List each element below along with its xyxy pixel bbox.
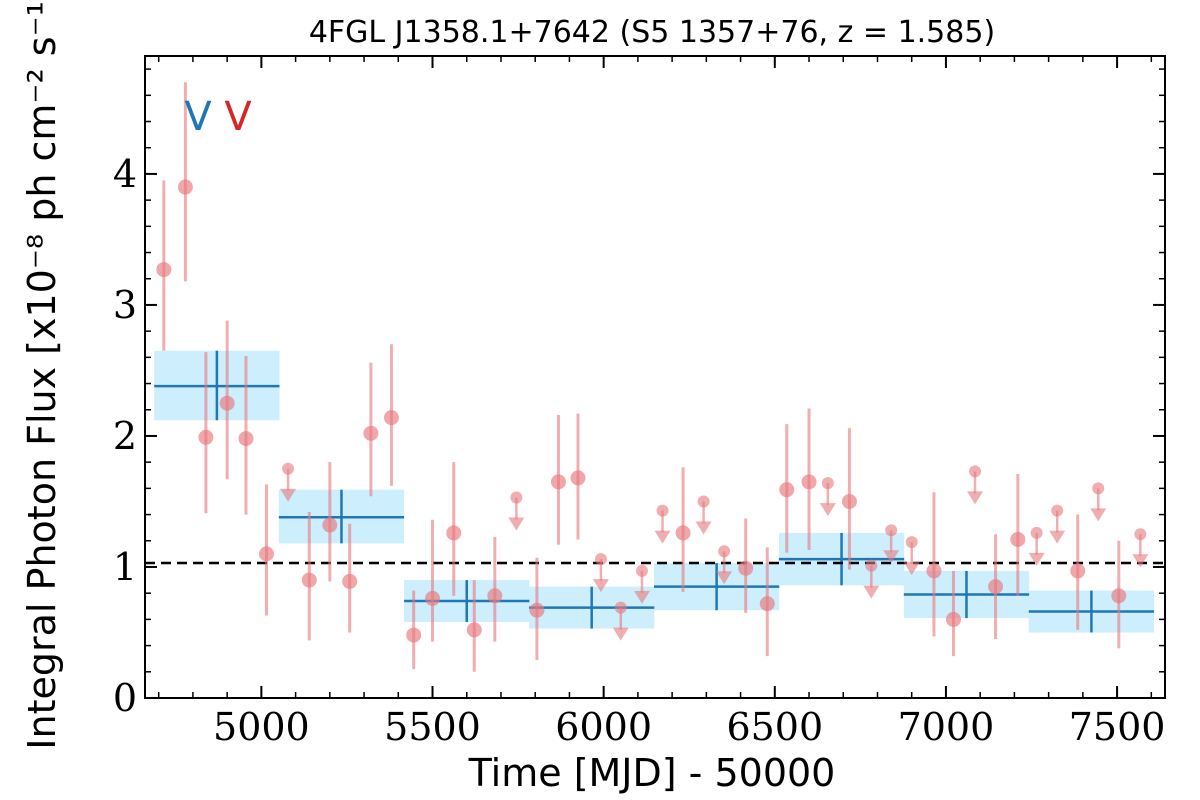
short-bin-point: [156, 262, 172, 278]
x-tick-label: 7000: [898, 705, 995, 749]
y-tick-label: 0: [113, 676, 137, 720]
short-bin-point: [550, 474, 566, 490]
short-bin-point: [466, 622, 482, 638]
upper-limit-arrow: [883, 550, 900, 564]
short-bin-point: [487, 588, 503, 604]
short-bin-point: [529, 602, 545, 618]
x-tick-label: 5500: [384, 705, 481, 749]
upper-limit-arrow: [695, 521, 712, 535]
short-bin-point: [988, 579, 1004, 595]
short-bin-point: [238, 431, 254, 447]
x-tick-label: 5000: [213, 705, 310, 749]
plot-frame: [144, 55, 1166, 699]
short-bin-point: [570, 470, 586, 486]
upper-limit-arrow: [1049, 530, 1066, 544]
upper-limit-arrow: [280, 488, 297, 502]
variability-flag: V: [224, 94, 252, 140]
short-bin-point: [945, 611, 961, 627]
y-tick-label: 1: [113, 545, 137, 589]
upper-limit-arrow: [508, 517, 525, 531]
upper-limit-arrow: [654, 530, 671, 544]
x-tick-label: 6500: [726, 705, 823, 749]
upper-limit-arrow: [612, 627, 629, 641]
y-tick-label: 4: [113, 152, 137, 196]
short-bin-point: [446, 525, 462, 541]
upper-limit-arrow: [1132, 554, 1149, 568]
upper-limit-arrow: [1028, 552, 1045, 566]
variability-flag: V: [184, 94, 212, 140]
upper-limit-arrow: [716, 571, 733, 585]
short-bin-point: [406, 627, 422, 643]
y-axis-label: Integral Photon Flux [x10⁻⁸ ph cm⁻² s⁻¹]: [20, 0, 64, 750]
upper-limit-arrow: [633, 590, 650, 604]
short-bin-point: [322, 517, 338, 533]
short-bin-point: [342, 573, 358, 589]
short-bin-point: [926, 563, 942, 579]
short-bin-point: [259, 546, 275, 562]
y-tick-label: 2: [113, 414, 137, 458]
short-bin-point: [383, 410, 399, 426]
short-bin-point: [1111, 588, 1127, 604]
chart-title: 4FGL J1358.1+7642 (S5 1357+76, z = 1.585…: [309, 15, 995, 50]
short-bin-point: [1010, 531, 1026, 547]
upper-limit-arrow: [967, 491, 984, 505]
x-tick-label: 7500: [1069, 705, 1166, 749]
short-bin-point: [779, 482, 795, 498]
upper-limit-arrow: [592, 579, 609, 593]
short-bin-point: [801, 474, 817, 490]
upper-limit-arrow: [1090, 508, 1107, 522]
short-bin-point: [363, 425, 379, 441]
x-tick-label: 6000: [555, 705, 652, 749]
short-bin-point: [425, 590, 441, 606]
short-bin-point: [738, 560, 754, 576]
upper-limit-arrow: [903, 562, 920, 576]
y-tick-label: 3: [113, 283, 137, 327]
short-bin-point: [219, 395, 235, 411]
upper-limit-arrow: [819, 503, 836, 517]
axes: 5000 5500 6000 6500 7000 7500 0 1 2 3 4: [113, 55, 1166, 749]
short-bin-point: [675, 525, 691, 541]
short-bin-point: [301, 572, 317, 588]
upper-limit-arrow: [863, 585, 880, 599]
short-bin-point: [1070, 563, 1086, 579]
short-bin-point: [198, 429, 214, 445]
short-bin-point: [841, 493, 857, 509]
short-bin-point: [759, 596, 775, 612]
x-axis-label: Time [MJD] - 50000: [468, 751, 836, 795]
short-bin-point: [177, 179, 193, 195]
